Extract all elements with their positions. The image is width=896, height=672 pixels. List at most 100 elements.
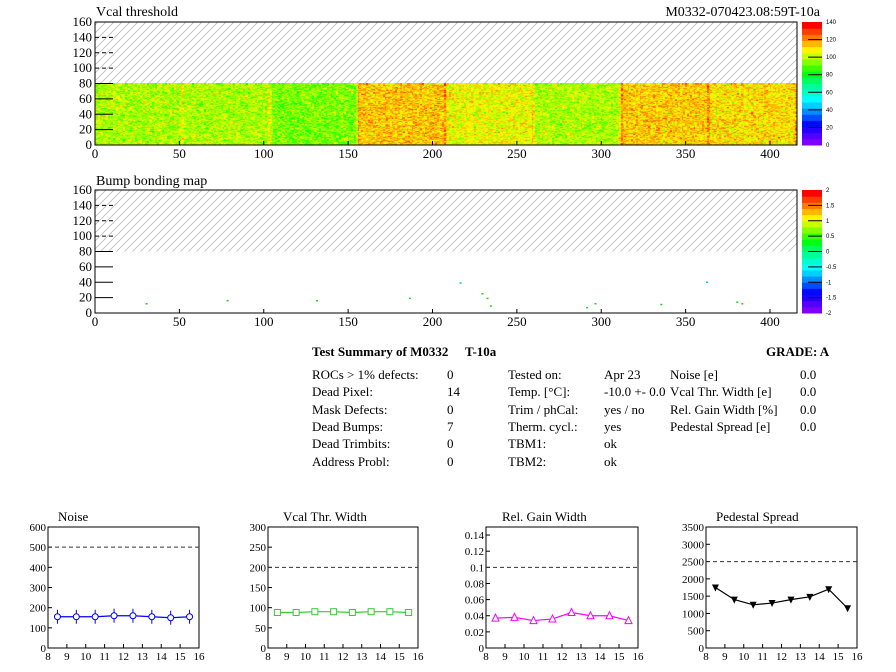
y-tick-label: 0.1 — [470, 562, 484, 574]
colorbar-band — [802, 28, 822, 35]
colorbar-label: 1.5 — [826, 203, 835, 209]
data-point — [510, 612, 519, 621]
summary-label: Dead Pixel: — [312, 384, 374, 400]
summary-value: ok — [604, 436, 617, 452]
plot-frame — [485, 526, 639, 649]
x-tick-label: 400 — [760, 146, 780, 161]
plot-frame — [47, 526, 200, 649]
summary-value: 14 — [447, 384, 460, 400]
y-tick-label: 0 — [479, 643, 485, 655]
y-tick-label: 600 — [30, 522, 47, 534]
y-tick-label: 0.08 — [465, 578, 485, 590]
colorbar-band — [802, 95, 822, 103]
dead-bump-point — [660, 303, 663, 306]
colorbar-band — [802, 239, 822, 246]
x-tick-label: 10 — [300, 651, 312, 663]
summary-label: Dead Bumps: — [312, 418, 384, 434]
summary-label: Noise [e] — [670, 367, 719, 382]
colorbar-band — [802, 245, 822, 252]
x-tick-label: 11 — [538, 651, 549, 663]
x-tick-label: 200 — [423, 146, 443, 161]
colorbar-band — [802, 138, 822, 146]
data-point — [311, 608, 319, 616]
colorbar-label: 0 — [826, 143, 830, 149]
summary-value: ok — [604, 453, 617, 469]
y-tick-label: 200 — [30, 603, 47, 615]
colorbar-band — [802, 77, 822, 84]
x-tick-label: 11 — [99, 651, 110, 663]
colorbar-band — [802, 288, 822, 296]
dead-bump-point — [594, 303, 597, 305]
data-point — [330, 608, 338, 616]
plot-title: Pedestal Spread — [716, 509, 799, 524]
y-tick-label: 50 — [255, 623, 267, 635]
data-point — [548, 613, 557, 623]
colorbar-band — [802, 120, 822, 128]
y-tick-label: 80 — [79, 76, 92, 91]
y-tick-label: 300 — [250, 522, 267, 534]
x-tick-label: 16 — [852, 651, 864, 663]
data-point — [148, 613, 156, 621]
summary-value: 0.0 — [800, 401, 817, 417]
plot-title: Vcal Thr. Width — [283, 509, 367, 524]
summary-grade: GRADE: A — [766, 344, 830, 359]
summary-label: TBM2: — [508, 453, 547, 469]
plot-frame — [705, 526, 858, 649]
summary-title: Test Summary of M0332 — [312, 344, 449, 359]
dead-bump-point — [736, 301, 739, 303]
dead-bump-point — [145, 303, 148, 305]
colorbar-label: 140 — [826, 20, 837, 26]
colorbar-label: 80 — [826, 73, 833, 79]
data-point — [768, 600, 776, 608]
y-tick-label: 100 — [250, 603, 267, 615]
bump-map-title: Bump bonding map — [96, 174, 208, 189]
plot-title: Noise — [58, 509, 89, 524]
data-point — [129, 612, 137, 620]
colorbar-band — [802, 208, 822, 216]
colorbar-band — [802, 251, 822, 259]
data-point — [711, 584, 719, 592]
x-tick-label: 8 — [483, 651, 489, 663]
summary-value: 0.0 — [800, 367, 817, 382]
summary-label: ROCs > 1% defects: — [312, 367, 419, 382]
x-tick-label: 14 — [595, 651, 607, 663]
data-point — [749, 601, 757, 609]
dead-bump-point — [226, 299, 229, 302]
x-tick-label: 10 — [738, 651, 750, 663]
data-point — [586, 610, 595, 620]
threshold-heatmap-canvas — [95, 83, 797, 145]
colorbar-band — [802, 190, 822, 197]
y-tick-label: 0.14 — [465, 530, 485, 542]
x-tick-label: 8 — [265, 651, 271, 663]
y-tick-label: 500 — [30, 542, 47, 554]
y-tick-label: 60 — [79, 259, 92, 274]
x-tick-label: 14 — [375, 651, 387, 663]
data-point — [186, 613, 194, 621]
x-tick-label: 250 — [507, 314, 527, 329]
colorbar-band — [802, 114, 822, 121]
x-tick-label: 12 — [118, 651, 129, 663]
x-tick-label: 11 — [757, 651, 768, 663]
x-tick-label: 9 — [284, 651, 290, 663]
x-tick-label: 9 — [722, 651, 728, 663]
y-tick-label: 140 — [73, 197, 93, 212]
y-tick-label: 40 — [79, 274, 92, 289]
colorbar-band — [802, 196, 822, 203]
y-tick-label: 0.02 — [465, 627, 484, 639]
y-tick-label: 500 — [688, 626, 705, 638]
summary-label: Temp. [°C]: — [508, 384, 571, 400]
summary-value: 0 — [447, 367, 454, 382]
y-tick-label: 0 — [86, 137, 93, 152]
x-tick-label: 150 — [338, 146, 358, 161]
colorbar-band — [802, 220, 822, 228]
colorbar-band — [802, 300, 822, 308]
y-tick-label: 0 — [41, 643, 47, 655]
colorbar-band — [802, 306, 822, 314]
colorbar-band — [802, 226, 822, 234]
colorbar-label: -0.5 — [826, 265, 837, 271]
x-tick-label: 250 — [507, 146, 527, 161]
colorbar-band — [802, 46, 822, 54]
y-tick-label: 160 — [73, 182, 93, 197]
colorbar-band — [802, 83, 822, 91]
x-tick-label: 200 — [423, 314, 443, 329]
